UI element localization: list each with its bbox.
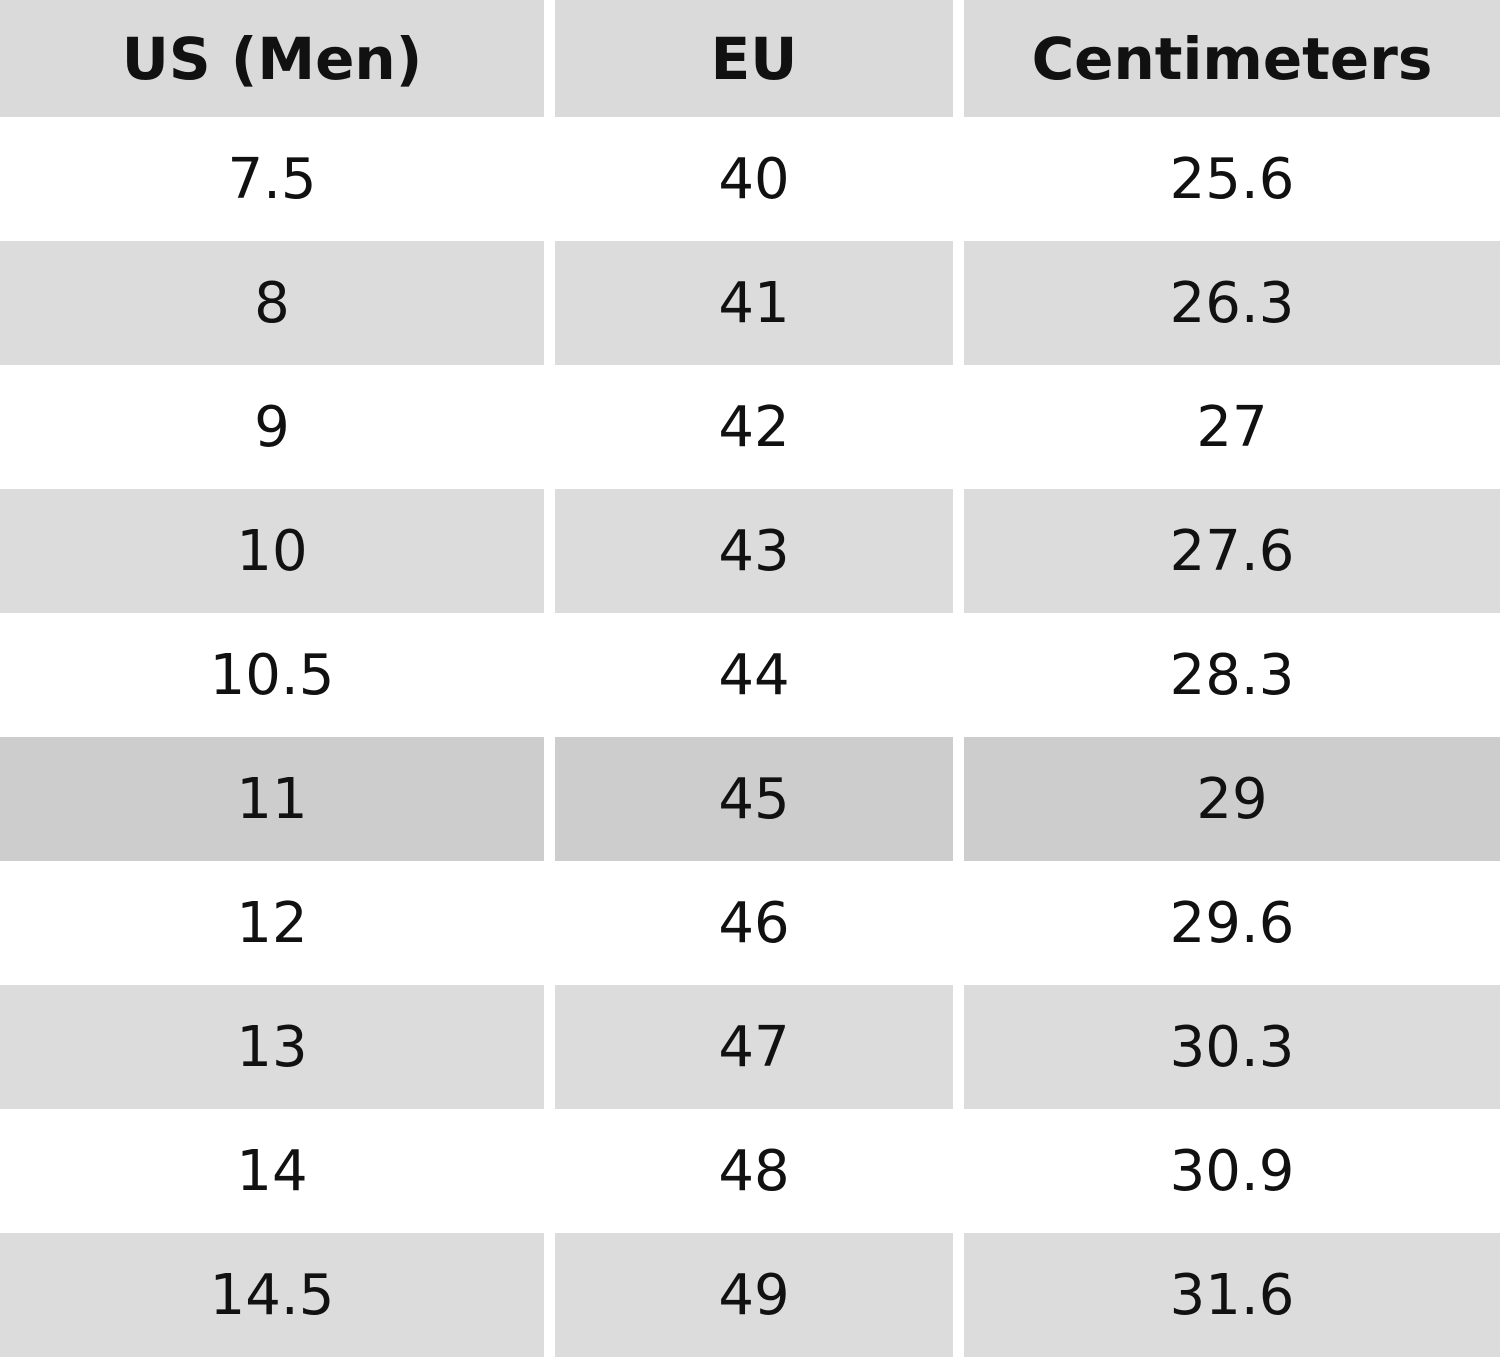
table-cell: 10: [0, 489, 544, 613]
table-cell: 48: [555, 1109, 953, 1233]
table-cell: 14: [0, 1109, 544, 1233]
table-cell: 13: [0, 985, 544, 1109]
table-cell: 29.6: [964, 861, 1500, 985]
table-cell: 27: [964, 365, 1500, 489]
header-cell: Centimeters: [964, 0, 1500, 117]
table-cell: 43: [555, 489, 953, 613]
table-cell: 45: [555, 737, 953, 861]
table-cell: 14.5: [0, 1233, 544, 1357]
table-cell: 40: [555, 117, 953, 241]
table-cell: 42: [555, 365, 953, 489]
table-cell: 11: [0, 737, 544, 861]
table-cell: 30.9: [964, 1109, 1500, 1233]
header-cell: EU: [555, 0, 953, 117]
table-cell: 9: [0, 365, 544, 489]
table-cell: 10.5: [0, 613, 544, 737]
table-cell: 12: [0, 861, 544, 985]
table-cell: 30.3: [964, 985, 1500, 1109]
table-cell: 49: [555, 1233, 953, 1357]
table-cell: 44: [555, 613, 953, 737]
header-cell: US (Men): [0, 0, 544, 117]
table-cell: 29: [964, 737, 1500, 861]
table-cell: 26.3: [964, 241, 1500, 365]
table-cell: 47: [555, 985, 953, 1109]
table-cell: 46: [555, 861, 953, 985]
table-cell: 41: [555, 241, 953, 365]
table-cell: 8: [0, 241, 544, 365]
table-cell: 25.6: [964, 117, 1500, 241]
table-cell: 27.6: [964, 489, 1500, 613]
table-cell: 7.5: [0, 117, 544, 241]
table-cell: 28.3: [964, 613, 1500, 737]
table-cell: 31.6: [964, 1233, 1500, 1357]
